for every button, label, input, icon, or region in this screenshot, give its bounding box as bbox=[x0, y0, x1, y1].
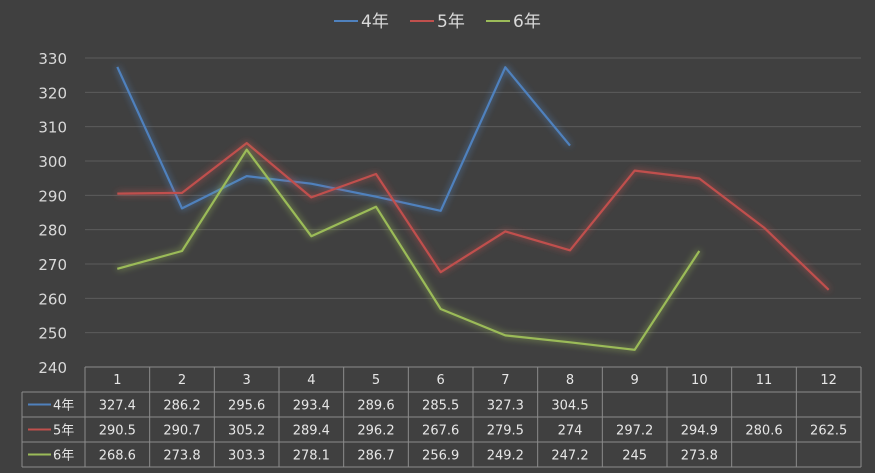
data-label: 285.5 bbox=[422, 399, 459, 414]
x-tick-label: 2 bbox=[178, 373, 186, 388]
data-label: 294.9 bbox=[681, 424, 718, 439]
series-lines bbox=[116, 66, 830, 351]
data-label: 280.6 bbox=[745, 424, 782, 439]
data-label: 304.5 bbox=[551, 399, 588, 414]
data-label: 327.3 bbox=[487, 399, 524, 414]
data-label: 274 bbox=[558, 424, 583, 439]
data-label: 297.2 bbox=[616, 424, 653, 439]
y-tick-label: 240 bbox=[38, 359, 67, 377]
data-label: 279.5 bbox=[487, 424, 524, 439]
data-label: 286.7 bbox=[357, 449, 394, 464]
data-label: 256.9 bbox=[422, 449, 459, 464]
y-tick-label: 290 bbox=[38, 187, 67, 205]
x-tick-label: 7 bbox=[501, 373, 509, 388]
x-tick-label: 9 bbox=[631, 373, 639, 388]
data-label: 303.3 bbox=[228, 449, 265, 464]
x-tick-label: 12 bbox=[820, 373, 837, 388]
y-tick-label: 300 bbox=[38, 153, 67, 171]
y-tick-label: 250 bbox=[38, 325, 67, 343]
data-label: 327.4 bbox=[99, 399, 136, 414]
x-tick-label: 11 bbox=[756, 373, 773, 388]
data-label: 249.2 bbox=[487, 449, 524, 464]
table-series-label: 4年 bbox=[53, 399, 74, 414]
data-label: 290.5 bbox=[99, 424, 136, 439]
data-label: 273.8 bbox=[163, 449, 200, 464]
series-line-2 bbox=[117, 142, 830, 291]
gridlines bbox=[85, 57, 861, 334]
data-label: 293.4 bbox=[293, 399, 330, 414]
y-tick-label: 320 bbox=[38, 84, 67, 102]
data-label: 296.2 bbox=[357, 424, 394, 439]
data-label: 305.2 bbox=[228, 424, 265, 439]
y-tick-label: 280 bbox=[38, 222, 67, 240]
y-tick-label: 330 bbox=[38, 50, 67, 68]
y-tick-label: 310 bbox=[38, 119, 67, 137]
series-line-3 bbox=[117, 148, 701, 351]
x-tick-label: 5 bbox=[372, 373, 380, 388]
data-label: 289.4 bbox=[293, 424, 330, 439]
x-tick-label: 8 bbox=[566, 373, 574, 388]
data-label: 247.2 bbox=[551, 449, 588, 464]
table-series-label: 6年 bbox=[53, 449, 74, 464]
chart-legend: 4年 5年 6年 bbox=[334, 12, 541, 32]
data-label: 273.8 bbox=[681, 449, 718, 464]
data-label: 245 bbox=[622, 449, 647, 464]
x-tick-label: 1 bbox=[113, 373, 121, 388]
y-axis: 240 250 260 270 280 290 300 310 320 330 bbox=[38, 50, 67, 377]
legend-entry: 4年 bbox=[361, 12, 389, 32]
data-label: 278.1 bbox=[293, 449, 330, 464]
x-tick-label: 4 bbox=[307, 373, 315, 388]
data-label: 286.2 bbox=[163, 399, 200, 414]
series-line-1 bbox=[116, 66, 571, 212]
data-label: 289.6 bbox=[357, 399, 394, 414]
y-tick-label: 270 bbox=[38, 256, 67, 274]
x-tick-label: 3 bbox=[243, 373, 251, 388]
legend-entry: 6年 bbox=[513, 12, 541, 32]
data-label: 268.6 bbox=[99, 449, 136, 464]
y-tick-label: 260 bbox=[38, 290, 67, 308]
data-label: 295.6 bbox=[228, 399, 265, 414]
data-label: 267.6 bbox=[422, 424, 459, 439]
data-label: 262.5 bbox=[810, 424, 847, 439]
legend-entry: 5年 bbox=[437, 12, 465, 32]
x-tick-label: 10 bbox=[691, 373, 708, 388]
x-tick-label: 6 bbox=[437, 373, 445, 388]
data-label: 290.7 bbox=[163, 424, 200, 439]
table-series-label: 5年 bbox=[53, 424, 74, 439]
